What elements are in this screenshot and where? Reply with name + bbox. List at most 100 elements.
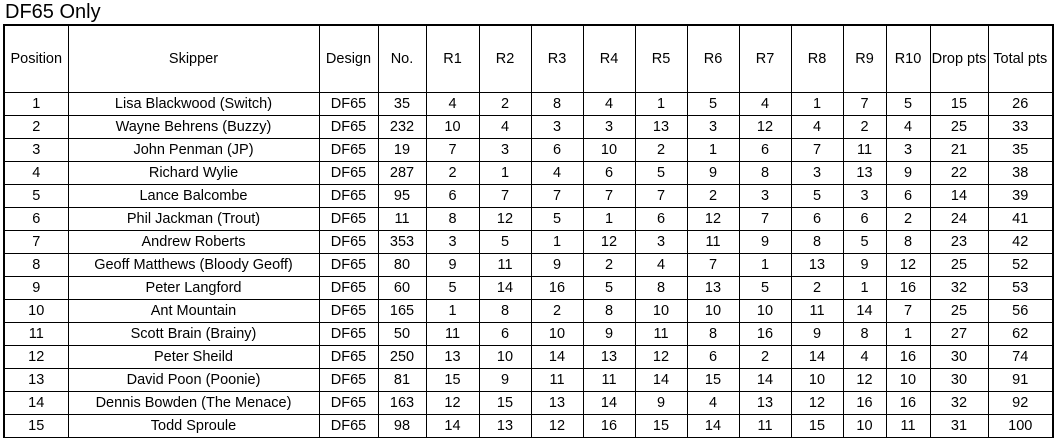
cell-r5: 7	[634, 183, 688, 208]
cell-r4: 11	[582, 367, 636, 392]
cell-design: DF65	[318, 160, 379, 185]
column-header-r10: R10	[885, 24, 931, 93]
cell-r10: 6	[885, 183, 931, 208]
cell-r8: 7	[790, 137, 844, 162]
cell-r6: 11	[686, 229, 740, 254]
cell-r4: 5	[582, 275, 636, 300]
cell-total_pts: 26	[987, 91, 1054, 116]
cell-r6: 15	[686, 367, 740, 392]
cell-r2: 7	[478, 183, 532, 208]
cell-r1: 2	[425, 160, 480, 185]
cell-r2: 3	[478, 137, 532, 162]
cell-r3: 16	[530, 275, 584, 300]
cell-r10: 16	[885, 344, 931, 369]
cell-r9: 9	[842, 252, 887, 277]
cell-r2: 4	[478, 114, 532, 139]
column-header-r5: R5	[634, 24, 688, 93]
cell-skipper: John Penman (JP)	[67, 137, 320, 162]
cell-r6: 12	[686, 206, 740, 231]
cell-r9: 10	[842, 413, 887, 438]
cell-r2: 1	[478, 160, 532, 185]
cell-r1: 3	[425, 229, 480, 254]
cell-drop_pts: 15	[929, 91, 989, 116]
cell-r1: 10	[425, 114, 480, 139]
cell-total_pts: 62	[987, 321, 1054, 346]
cell-r10: 10	[885, 367, 931, 392]
cell-skipper: Geoff Matthews (Bloody Geoff)	[67, 252, 320, 277]
cell-r5: 14	[634, 367, 688, 392]
cell-r7: 14	[738, 367, 792, 392]
cell-r9: 8	[842, 321, 887, 346]
cell-position: 10	[3, 298, 69, 323]
cell-r4: 4	[582, 91, 636, 116]
column-header-skipper: Skipper	[67, 24, 320, 93]
cell-r9: 12	[842, 367, 887, 392]
cell-no: 50	[377, 321, 427, 346]
cell-design: DF65	[318, 413, 379, 438]
cell-skipper: Lisa Blackwood (Switch)	[67, 91, 320, 116]
cell-r1: 13	[425, 344, 480, 369]
column-header-drop_pts: Drop pts	[929, 24, 989, 93]
cell-drop_pts: 25	[929, 298, 989, 323]
cell-r1: 4	[425, 91, 480, 116]
cell-drop_pts: 32	[929, 390, 989, 415]
cell-design: DF65	[318, 114, 379, 139]
cell-r8: 13	[790, 252, 844, 277]
cell-design: DF65	[318, 275, 379, 300]
cell-total_pts: 92	[987, 390, 1054, 415]
cell-position: 11	[3, 321, 69, 346]
cell-position: 3	[3, 137, 69, 162]
cell-r1: 8	[425, 206, 480, 231]
cell-r2: 11	[478, 252, 532, 277]
cell-r8: 5	[790, 183, 844, 208]
cell-r6: 10	[686, 298, 740, 323]
cell-r4: 1	[582, 206, 636, 231]
cell-total_pts: 42	[987, 229, 1054, 254]
cell-r5: 5	[634, 160, 688, 185]
cell-position: 2	[3, 114, 69, 139]
cell-skipper: Wayne Behrens (Buzzy)	[67, 114, 320, 139]
cell-total_pts: 91	[987, 367, 1054, 392]
cell-r5: 13	[634, 114, 688, 139]
cell-r4: 8	[582, 298, 636, 323]
results-table: Position Skipper Design No. R1 R2 R3 R4 R5 R6 R7 R8…	[3, 24, 1054, 438]
cell-r10: 5	[885, 91, 931, 116]
cell-no: 80	[377, 252, 427, 277]
cell-design: DF65	[318, 183, 379, 208]
cell-r7: 10	[738, 298, 792, 323]
cell-skipper: Ant Mountain	[67, 298, 320, 323]
cell-r3: 5	[530, 206, 584, 231]
cell-r10: 3	[885, 137, 931, 162]
cell-r8: 2	[790, 275, 844, 300]
cell-drop_pts: 30	[929, 367, 989, 392]
cell-no: 81	[377, 367, 427, 392]
cell-r2: 10	[478, 344, 532, 369]
cell-r8: 3	[790, 160, 844, 185]
column-header-r1: R1	[425, 24, 480, 93]
cell-skipper: Richard Wylie	[67, 160, 320, 185]
cell-r8: 9	[790, 321, 844, 346]
cell-r4: 3	[582, 114, 636, 139]
cell-no: 287	[377, 160, 427, 185]
cell-drop_pts: 25	[929, 114, 989, 139]
cell-r4: 12	[582, 229, 636, 254]
cell-design: DF65	[318, 137, 379, 162]
cell-r3: 8	[530, 91, 584, 116]
cell-r1: 12	[425, 390, 480, 415]
cell-r3: 11	[530, 367, 584, 392]
page-title: DF65 Only	[5, 1, 101, 23]
cell-r1: 5	[425, 275, 480, 300]
cell-no: 60	[377, 275, 427, 300]
cell-r10: 2	[885, 206, 931, 231]
cell-drop_pts: 27	[929, 321, 989, 346]
cell-r2: 9	[478, 367, 532, 392]
cell-r3: 6	[530, 137, 584, 162]
table-row: 9 Peter Langford DF65 60 5 14 16 5 8 13 5 2 1 16 32 53	[3, 275, 1054, 300]
table-row: 2 Wayne Behrens (Buzzy) DF65 232 10 4 3 3 13 3 12 4…	[3, 114, 1054, 139]
cell-r10: 12	[885, 252, 931, 277]
cell-drop_pts: 30	[929, 344, 989, 369]
cell-r7: 7	[738, 206, 792, 231]
cell-r2: 8	[478, 298, 532, 323]
cell-design: DF65	[318, 390, 379, 415]
column-header-r2: R2	[478, 24, 532, 93]
